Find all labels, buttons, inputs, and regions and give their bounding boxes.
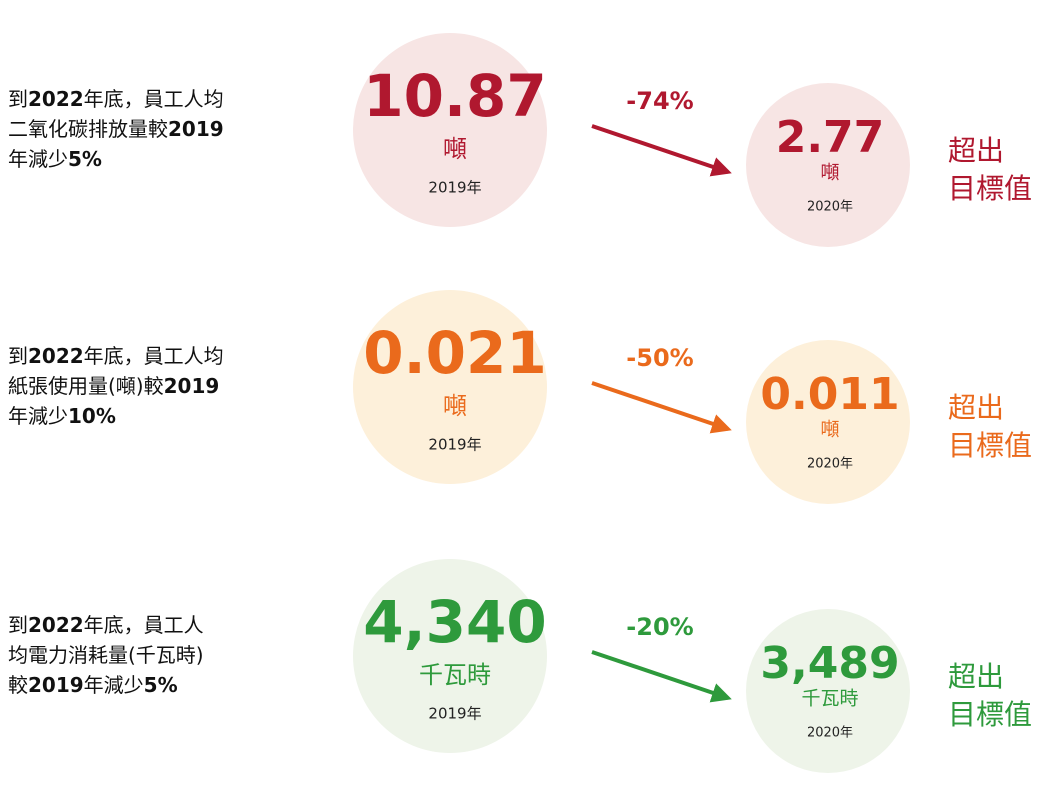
after-unit: 噸 — [820, 162, 839, 184]
description-text: 2022 — [28, 613, 84, 637]
before-value: 10.87 — [363, 62, 546, 130]
status-text: 目標值 — [948, 698, 1032, 731]
description-line: 較2019年減少5% — [8, 673, 178, 697]
after-circle — [746, 340, 910, 504]
after-year: 2020年 — [807, 200, 853, 215]
description-text: 到 — [8, 613, 28, 637]
description-text: 年減少 — [84, 673, 144, 697]
description-text: 年減少 — [8, 404, 68, 428]
description-text: 年底，員工人均 — [84, 87, 224, 111]
description-text: 二氧化碳排放量較 — [8, 117, 168, 141]
description-line: 到2022年底，員工人均 — [8, 344, 224, 368]
description-text: 到 — [8, 344, 28, 368]
description-line: 年減少5% — [8, 147, 102, 171]
description-text: 2019 — [168, 117, 224, 141]
description-text: 2022 — [28, 344, 84, 368]
status-text: 超出 — [948, 391, 1004, 424]
before-circle — [353, 559, 547, 753]
description-line: 均電力消耗量(千瓦時) — [8, 643, 204, 667]
change-label: -20% — [626, 613, 693, 641]
after-year: 2020年 — [807, 457, 853, 472]
status-text: 目標值 — [948, 172, 1032, 205]
after-value: 3,489 — [760, 638, 899, 689]
status-text: 超出 — [948, 134, 1004, 167]
description-text: 5% — [68, 147, 102, 171]
description-line: 到2022年底，員工人 — [8, 613, 204, 637]
description-text: 10% — [68, 404, 116, 428]
after-unit: 千瓦時 — [801, 688, 858, 710]
before-unit: 噸 — [443, 392, 467, 420]
description-line: 二氧化碳排放量較2019 — [8, 117, 224, 141]
after-circle — [746, 83, 910, 247]
description-text: 年減少 — [8, 147, 68, 171]
after-year: 2020年 — [807, 726, 853, 741]
before-year: 2019年 — [428, 436, 481, 454]
description-text: 5% — [144, 673, 178, 697]
description-text: 均電力消耗量(千瓦時) — [8, 643, 204, 667]
description-text: 年底，員工人均 — [84, 344, 224, 368]
after-circle — [746, 609, 910, 773]
after-unit: 噸 — [820, 419, 839, 441]
before-unit: 千瓦時 — [419, 661, 491, 689]
before-unit: 噸 — [443, 135, 467, 163]
description-text: 2022 — [28, 87, 84, 111]
change-label: -50% — [626, 344, 693, 372]
description-text: 2019 — [28, 673, 84, 697]
description-line: 到2022年底，員工人均 — [8, 87, 224, 111]
after-value: 2.77 — [776, 112, 885, 163]
change-arrow — [591, 124, 732, 177]
description-text: 2019 — [164, 374, 220, 398]
description-text: 到 — [8, 87, 28, 111]
before-circle — [353, 33, 547, 227]
change-arrow — [591, 650, 732, 703]
change-label: -74% — [626, 87, 693, 115]
before-value: 4,340 — [363, 588, 546, 656]
description-text: 年底，員工人 — [84, 613, 204, 637]
after-value: 0.011 — [760, 369, 899, 420]
before-circle — [353, 290, 547, 484]
description-text: 較 — [8, 673, 28, 697]
change-arrow — [591, 381, 732, 434]
before-value: 0.021 — [363, 319, 546, 387]
description-line: 紙張使用量(噸)較2019 — [8, 374, 219, 398]
description-line: 年減少10% — [8, 404, 116, 428]
before-year: 2019年 — [428, 179, 481, 197]
status-text: 目標值 — [948, 429, 1032, 462]
status-text: 超出 — [948, 660, 1004, 693]
description-text: 紙張使用量(噸)較 — [8, 374, 164, 398]
before-year: 2019年 — [428, 705, 481, 723]
